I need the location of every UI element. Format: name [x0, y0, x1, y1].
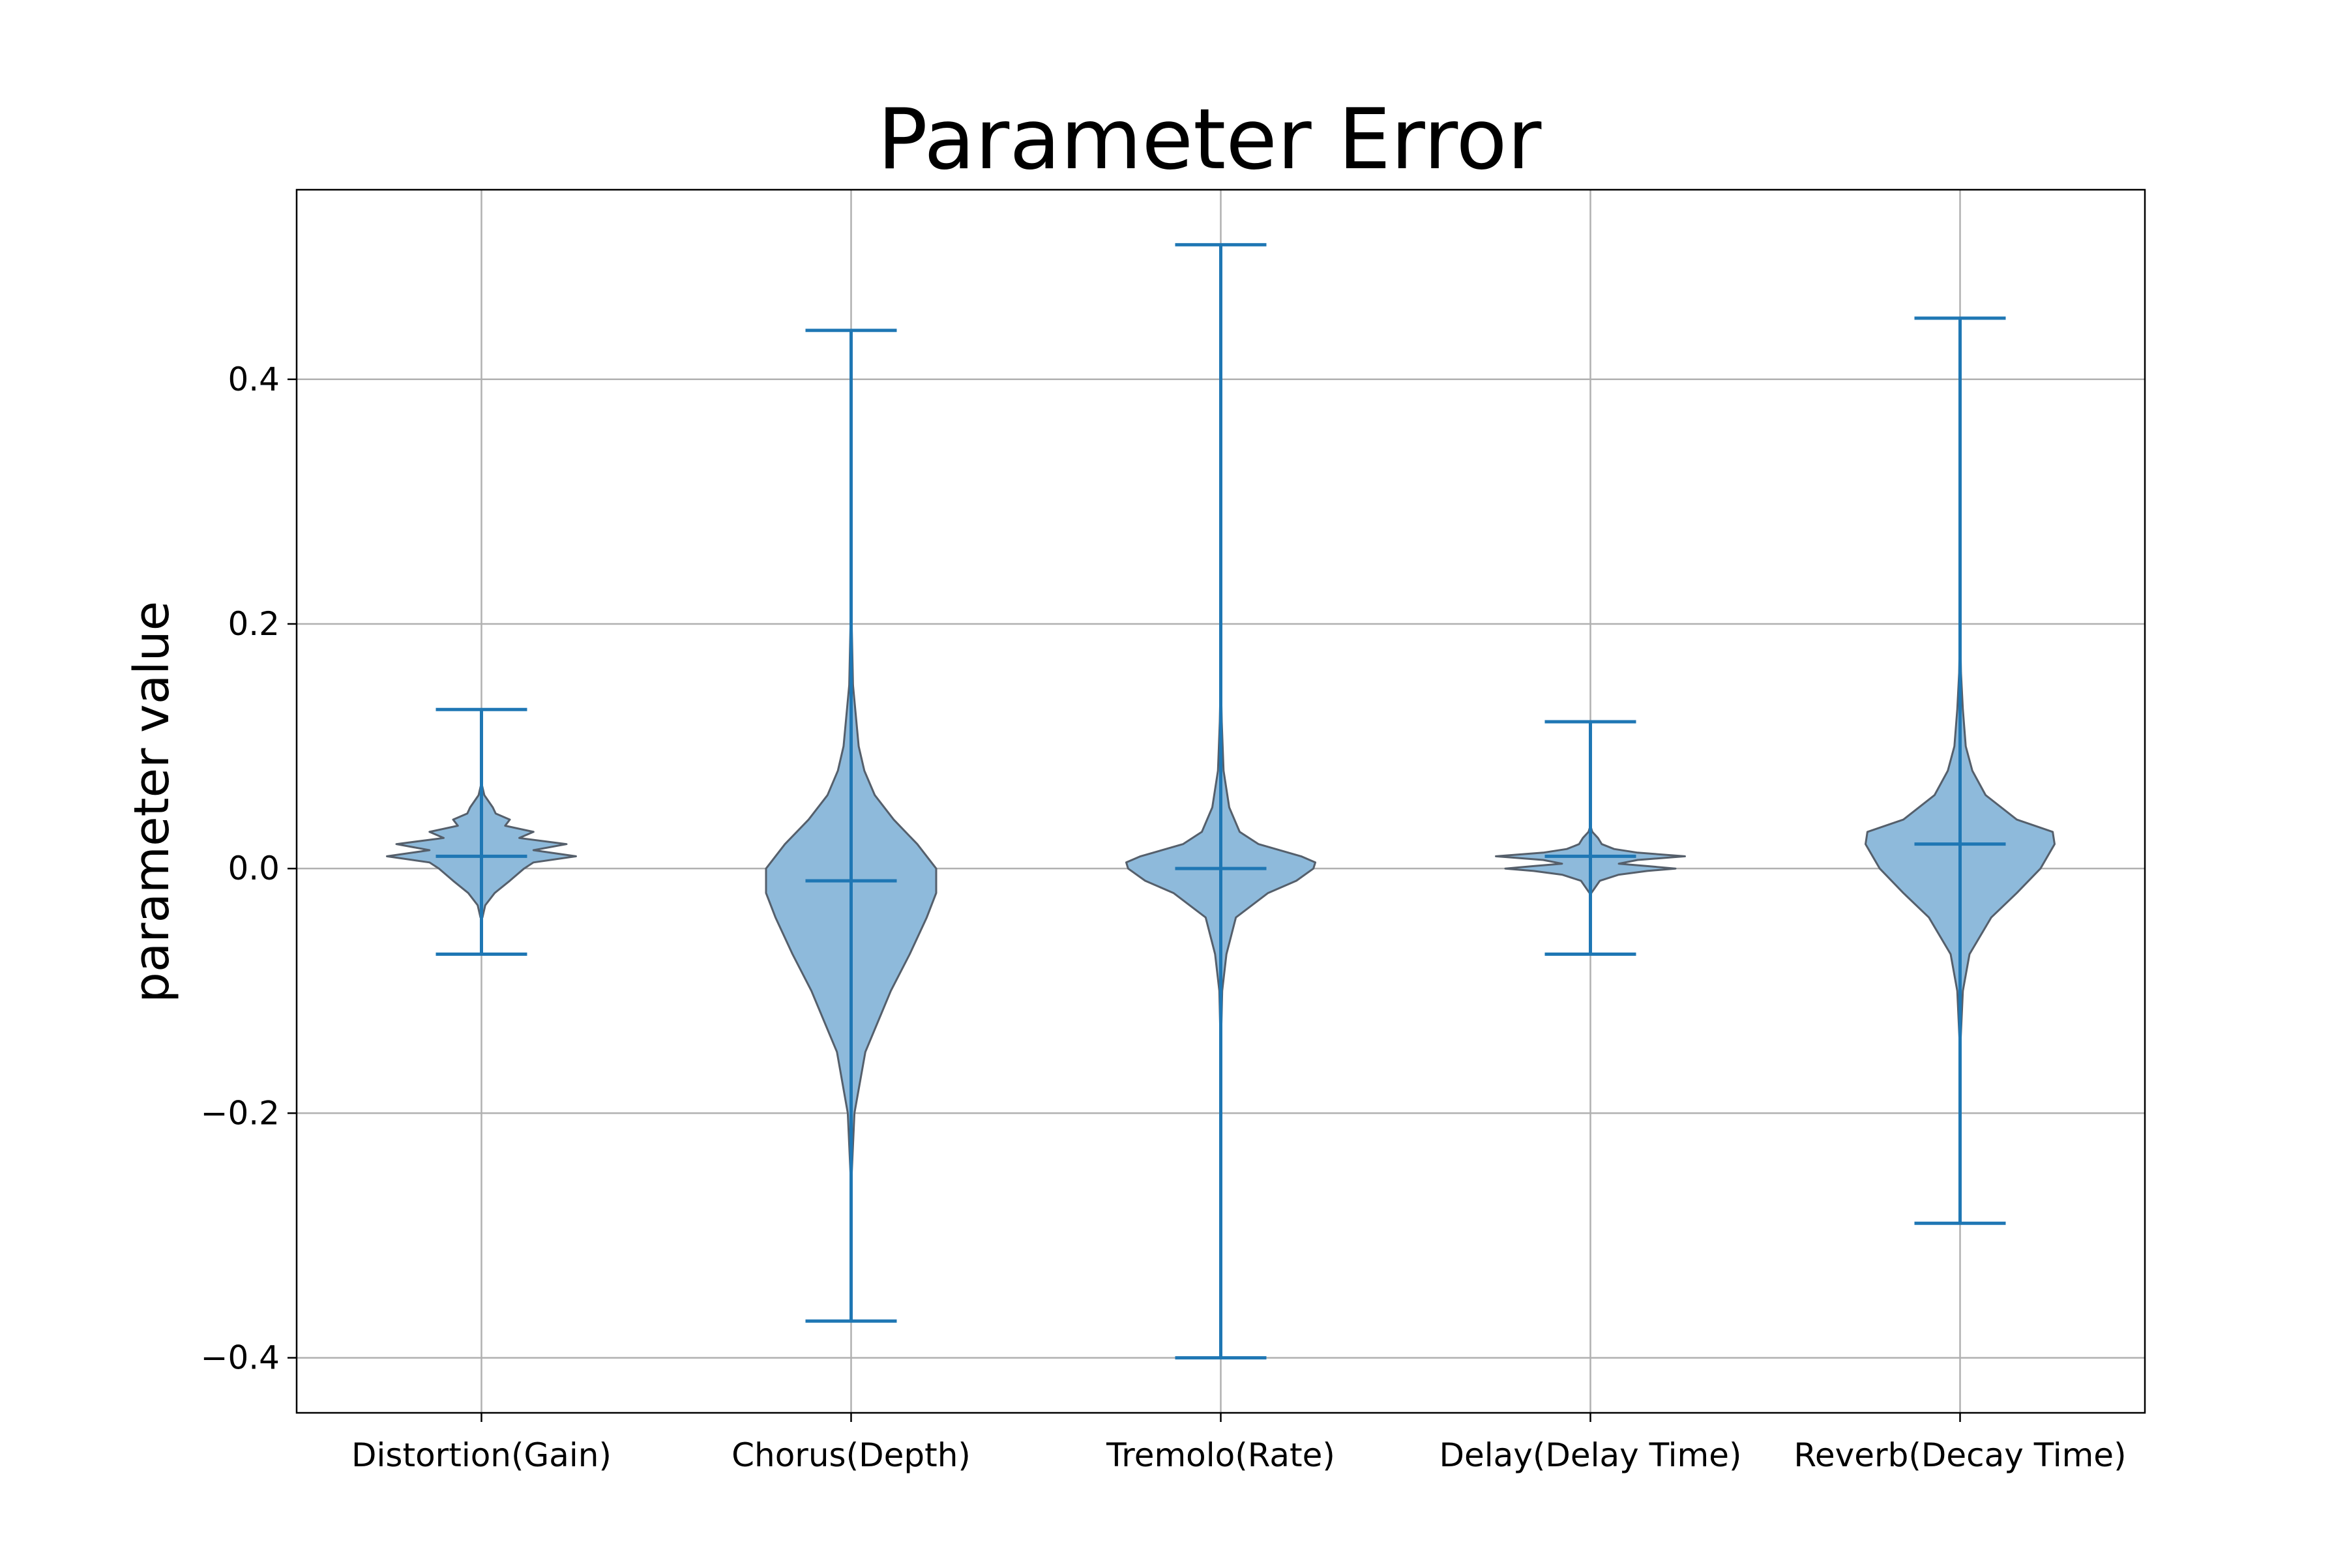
y-tick-label: 0.0 — [228, 850, 280, 887]
x-tick-label: Reverb(Decay Time) — [1793, 1436, 2126, 1474]
y-tick-label: −0.2 — [201, 1094, 280, 1132]
axes-frame — [295, 188, 2146, 1414]
y-axis-label: parameter value — [124, 601, 180, 1003]
y-tick-label: −0.4 — [201, 1339, 280, 1377]
x-tick-label: Distortion(Gain) — [351, 1436, 612, 1474]
x-tick-label: Tremolo(Rate) — [1106, 1436, 1335, 1474]
stat-lines-layer — [435, 243, 2006, 1360]
y-tick-label: 0.4 — [228, 361, 280, 398]
y-tick-label: 0.2 — [228, 605, 280, 643]
chart-title: Parameter Error — [878, 91, 1542, 188]
axes-layer: −0.4 −0.2 0.0 0.2 0.4 Distortion(Gain) Chorus(… — [201, 188, 2146, 1474]
x-tick-label: Chorus(Depth) — [731, 1436, 971, 1474]
x-tick-label: Delay(Delay Time) — [1439, 1436, 1741, 1474]
